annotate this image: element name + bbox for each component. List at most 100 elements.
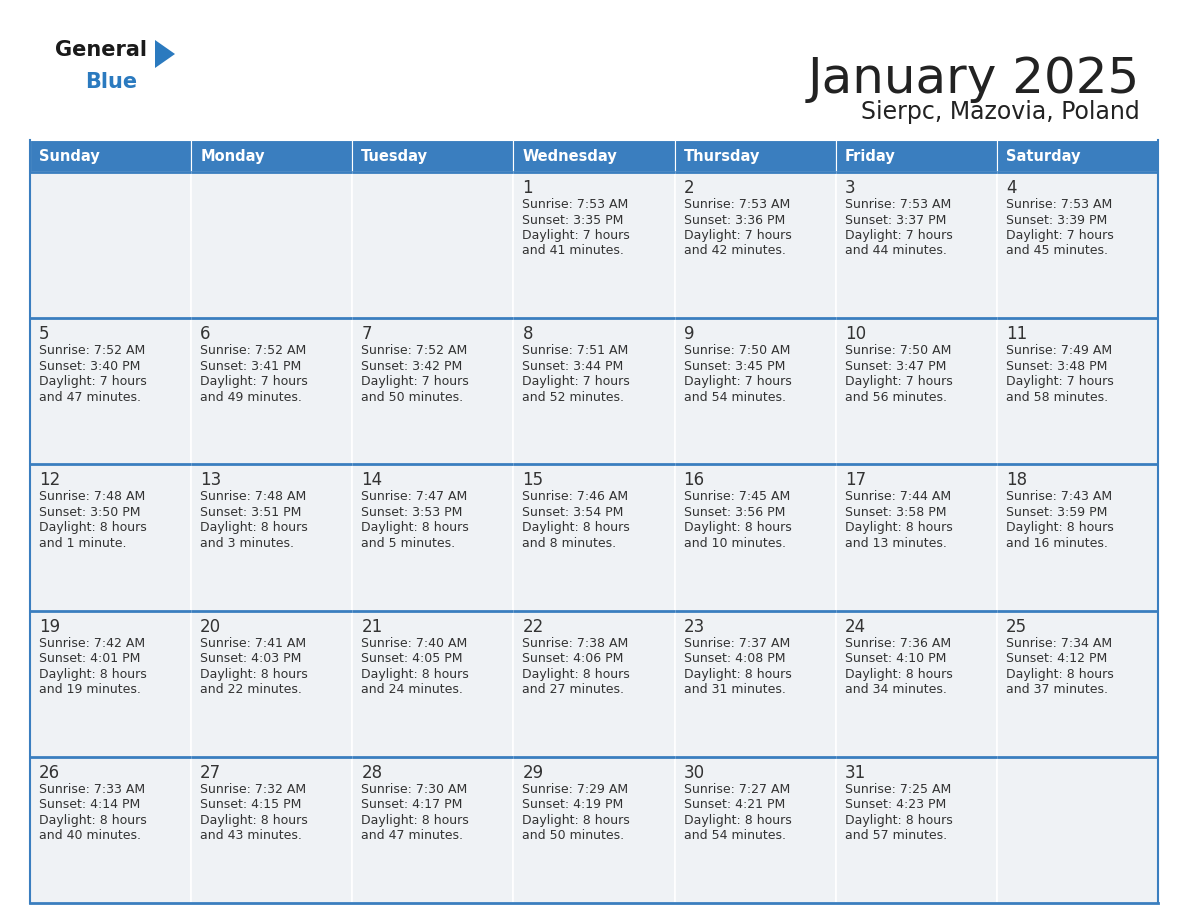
- Bar: [353, 610, 513, 756]
- Text: and 34 minutes.: and 34 minutes.: [845, 683, 947, 696]
- Bar: [675, 756, 835, 903]
- Text: and 49 minutes.: and 49 minutes.: [200, 391, 302, 404]
- Text: 24: 24: [845, 618, 866, 635]
- Text: Sunrise: 7:34 AM: Sunrise: 7:34 AM: [1006, 636, 1112, 650]
- Text: and 13 minutes.: and 13 minutes.: [845, 537, 947, 550]
- Bar: [997, 172, 1158, 319]
- Text: 26: 26: [39, 764, 61, 782]
- Text: 2: 2: [683, 179, 694, 197]
- Text: Daylight: 7 hours: Daylight: 7 hours: [683, 375, 791, 388]
- Text: Sunset: 3:45 PM: Sunset: 3:45 PM: [683, 360, 785, 373]
- Text: Daylight: 7 hours: Daylight: 7 hours: [1006, 375, 1113, 388]
- Bar: [835, 610, 997, 756]
- Text: and 43 minutes.: and 43 minutes.: [200, 829, 302, 843]
- Text: Daylight: 8 hours: Daylight: 8 hours: [200, 521, 308, 534]
- Text: and 50 minutes.: and 50 minutes.: [361, 391, 463, 404]
- Text: Sunrise: 7:42 AM: Sunrise: 7:42 AM: [39, 636, 145, 650]
- Text: Daylight: 8 hours: Daylight: 8 hours: [523, 521, 630, 534]
- Text: Sunset: 4:06 PM: Sunset: 4:06 PM: [523, 652, 624, 666]
- Bar: [191, 465, 353, 610]
- Text: Sunset: 3:44 PM: Sunset: 3:44 PM: [523, 360, 624, 373]
- Text: and 3 minutes.: and 3 minutes.: [200, 537, 295, 550]
- Text: Sunset: 4:21 PM: Sunset: 4:21 PM: [683, 799, 785, 812]
- Text: Sunrise: 7:48 AM: Sunrise: 7:48 AM: [39, 490, 145, 503]
- Text: 30: 30: [683, 764, 704, 782]
- Bar: [513, 465, 675, 610]
- Text: Sunset: 4:17 PM: Sunset: 4:17 PM: [361, 799, 462, 812]
- Text: Sunrise: 7:52 AM: Sunrise: 7:52 AM: [361, 344, 468, 357]
- Polygon shape: [154, 40, 175, 68]
- Text: Blue: Blue: [86, 72, 137, 92]
- Text: Sunset: 4:03 PM: Sunset: 4:03 PM: [200, 652, 302, 666]
- Bar: [191, 756, 353, 903]
- Bar: [191, 140, 353, 172]
- Bar: [997, 610, 1158, 756]
- Bar: [30, 756, 191, 903]
- Text: Saturday: Saturday: [1006, 149, 1080, 163]
- Text: Daylight: 8 hours: Daylight: 8 hours: [361, 521, 469, 534]
- Text: and 22 minutes.: and 22 minutes.: [200, 683, 302, 696]
- Bar: [997, 465, 1158, 610]
- Text: and 42 minutes.: and 42 minutes.: [683, 244, 785, 258]
- Text: Sunrise: 7:30 AM: Sunrise: 7:30 AM: [361, 783, 468, 796]
- Text: 31: 31: [845, 764, 866, 782]
- Text: Daylight: 7 hours: Daylight: 7 hours: [683, 229, 791, 242]
- Bar: [997, 140, 1158, 172]
- Text: Daylight: 8 hours: Daylight: 8 hours: [200, 813, 308, 827]
- Text: Sunrise: 7:48 AM: Sunrise: 7:48 AM: [200, 490, 307, 503]
- Text: and 37 minutes.: and 37 minutes.: [1006, 683, 1108, 696]
- Text: and 8 minutes.: and 8 minutes.: [523, 537, 617, 550]
- Bar: [191, 172, 353, 319]
- Text: Sunset: 3:50 PM: Sunset: 3:50 PM: [39, 506, 140, 519]
- Text: Monday: Monday: [200, 149, 265, 163]
- Text: Sunrise: 7:53 AM: Sunrise: 7:53 AM: [523, 198, 628, 211]
- Text: and 45 minutes.: and 45 minutes.: [1006, 244, 1108, 258]
- Text: Daylight: 7 hours: Daylight: 7 hours: [845, 229, 953, 242]
- Text: Thursday: Thursday: [683, 149, 760, 163]
- Text: Sunrise: 7:43 AM: Sunrise: 7:43 AM: [1006, 490, 1112, 503]
- Text: Daylight: 7 hours: Daylight: 7 hours: [523, 229, 630, 242]
- Text: Sunset: 3:36 PM: Sunset: 3:36 PM: [683, 214, 785, 227]
- Text: Sunrise: 7:40 AM: Sunrise: 7:40 AM: [361, 636, 468, 650]
- Text: and 19 minutes.: and 19 minutes.: [39, 683, 141, 696]
- Text: Sunrise: 7:50 AM: Sunrise: 7:50 AM: [683, 344, 790, 357]
- Bar: [675, 319, 835, 465]
- Text: 28: 28: [361, 764, 383, 782]
- Text: Sunrise: 7:29 AM: Sunrise: 7:29 AM: [523, 783, 628, 796]
- Text: and 41 minutes.: and 41 minutes.: [523, 244, 625, 258]
- Text: Sunset: 3:39 PM: Sunset: 3:39 PM: [1006, 214, 1107, 227]
- Bar: [835, 756, 997, 903]
- Text: and 50 minutes.: and 50 minutes.: [523, 829, 625, 843]
- Bar: [675, 172, 835, 319]
- Text: Daylight: 8 hours: Daylight: 8 hours: [39, 667, 147, 680]
- Text: and 10 minutes.: and 10 minutes.: [683, 537, 785, 550]
- Bar: [30, 319, 191, 465]
- Bar: [835, 319, 997, 465]
- Bar: [353, 140, 513, 172]
- Text: 16: 16: [683, 472, 704, 489]
- Text: 19: 19: [39, 618, 61, 635]
- Text: Sunrise: 7:52 AM: Sunrise: 7:52 AM: [200, 344, 307, 357]
- Text: and 5 minutes.: and 5 minutes.: [361, 537, 455, 550]
- Text: Daylight: 7 hours: Daylight: 7 hours: [523, 375, 630, 388]
- Text: Sunset: 3:35 PM: Sunset: 3:35 PM: [523, 214, 624, 227]
- Text: Sierpc, Mazovia, Poland: Sierpc, Mazovia, Poland: [861, 100, 1140, 124]
- Text: Daylight: 8 hours: Daylight: 8 hours: [39, 813, 147, 827]
- Text: Sunset: 4:14 PM: Sunset: 4:14 PM: [39, 799, 140, 812]
- Bar: [997, 756, 1158, 903]
- Text: and 27 minutes.: and 27 minutes.: [523, 683, 625, 696]
- Text: Sunrise: 7:36 AM: Sunrise: 7:36 AM: [845, 636, 950, 650]
- Bar: [513, 610, 675, 756]
- Text: Sunset: 4:08 PM: Sunset: 4:08 PM: [683, 652, 785, 666]
- Text: Daylight: 7 hours: Daylight: 7 hours: [845, 375, 953, 388]
- Text: Sunrise: 7:41 AM: Sunrise: 7:41 AM: [200, 636, 307, 650]
- Text: Sunset: 3:58 PM: Sunset: 3:58 PM: [845, 506, 946, 519]
- Text: Sunset: 3:54 PM: Sunset: 3:54 PM: [523, 506, 624, 519]
- Bar: [513, 756, 675, 903]
- Text: Sunset: 4:19 PM: Sunset: 4:19 PM: [523, 799, 624, 812]
- Text: Sunset: 3:40 PM: Sunset: 3:40 PM: [39, 360, 140, 373]
- Bar: [30, 140, 191, 172]
- Text: Sunrise: 7:38 AM: Sunrise: 7:38 AM: [523, 636, 628, 650]
- Text: Sunset: 3:37 PM: Sunset: 3:37 PM: [845, 214, 946, 227]
- Text: Sunset: 4:05 PM: Sunset: 4:05 PM: [361, 652, 463, 666]
